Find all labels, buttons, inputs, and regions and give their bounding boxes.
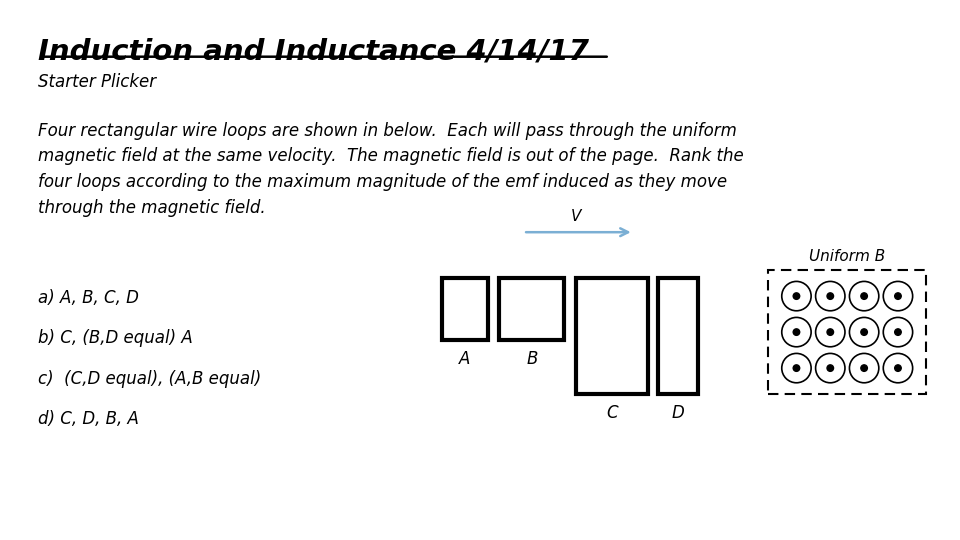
Ellipse shape bbox=[895, 329, 901, 335]
Ellipse shape bbox=[793, 329, 800, 335]
Text: V: V bbox=[571, 209, 581, 224]
Text: c)  (C,D equal), (A,B equal): c) (C,D equal), (A,B equal) bbox=[38, 370, 262, 388]
Ellipse shape bbox=[827, 365, 833, 372]
Text: Starter Plicker: Starter Plicker bbox=[38, 73, 156, 91]
Text: A: A bbox=[459, 350, 470, 368]
Text: Induction and Inductance 4/14/17: Induction and Inductance 4/14/17 bbox=[38, 38, 589, 66]
Text: Four rectangular wire loops are shown in below.  Each will pass through the unif: Four rectangular wire loops are shown in… bbox=[38, 122, 744, 217]
Bar bbox=[442, 278, 488, 340]
Ellipse shape bbox=[827, 329, 833, 335]
Ellipse shape bbox=[793, 293, 800, 299]
Ellipse shape bbox=[827, 293, 833, 299]
Ellipse shape bbox=[861, 365, 868, 372]
Text: B: B bbox=[526, 350, 538, 368]
Text: Uniform B: Uniform B bbox=[809, 248, 885, 264]
Text: b) C, (B,D equal) A: b) C, (B,D equal) A bbox=[38, 329, 193, 347]
Text: C: C bbox=[606, 404, 618, 422]
Bar bbox=[576, 278, 648, 394]
Text: D: D bbox=[671, 404, 684, 422]
Text: a) A, B, C, D: a) A, B, C, D bbox=[38, 289, 139, 307]
Bar bbox=[768, 270, 926, 394]
Ellipse shape bbox=[793, 365, 800, 372]
Bar bbox=[658, 278, 698, 394]
Bar bbox=[499, 278, 564, 340]
Ellipse shape bbox=[895, 293, 901, 299]
Ellipse shape bbox=[895, 365, 901, 372]
Ellipse shape bbox=[861, 293, 868, 299]
Text: d) C, D, B, A: d) C, D, B, A bbox=[38, 410, 139, 428]
Ellipse shape bbox=[861, 329, 868, 335]
